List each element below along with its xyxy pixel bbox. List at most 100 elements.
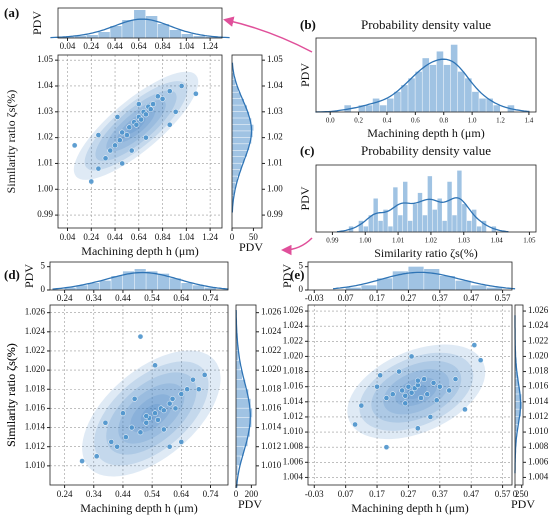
histogram-bar <box>236 437 248 447</box>
axis-label: Similarity ratio ζs(%) <box>374 246 478 260</box>
histogram-bar <box>412 204 418 232</box>
density-curve <box>52 271 229 290</box>
histogram-bar <box>401 85 408 112</box>
histogram-bar <box>408 266 424 290</box>
x-tick-label: 1.04 <box>178 41 194 51</box>
histogram-bar <box>236 341 238 351</box>
x-tick-label: 0.44 <box>115 489 131 499</box>
scatter-point <box>154 93 161 100</box>
histogram-bar <box>379 105 387 112</box>
plot-frame <box>49 304 229 486</box>
x-tick-label: 250 <box>515 489 529 499</box>
histogram-bar <box>393 187 398 232</box>
scatter-point <box>172 405 179 412</box>
y-tick-label: 0 <box>299 284 304 294</box>
histogram-bar <box>388 226 393 232</box>
y-tick-label: 1.018 <box>25 383 46 393</box>
scatter-point <box>126 124 133 131</box>
histogram-bar <box>398 215 403 232</box>
scatter-point <box>471 342 478 348</box>
x-tick-label: 0.74 <box>203 293 219 303</box>
histogram-bar <box>232 73 234 80</box>
axis-label: Machining depth h (μm) <box>367 126 484 140</box>
scatter-point <box>418 395 424 401</box>
histogram-bar <box>422 215 428 232</box>
histogram-bar <box>377 278 393 290</box>
histogram-bar <box>236 417 252 428</box>
chart-title: Probability density value <box>361 143 491 158</box>
y-tick-label: 1.026 <box>261 307 282 317</box>
x-tick-label: 0.74 <box>203 489 219 499</box>
histogram-bar <box>74 36 87 38</box>
scatter-point <box>152 410 158 417</box>
histogram-bar <box>515 424 518 432</box>
histogram-bar <box>169 278 181 290</box>
scatter-point <box>160 407 167 414</box>
histogram-bar <box>236 370 243 380</box>
histogram-bar <box>169 30 182 38</box>
histogram-bar <box>361 285 377 290</box>
x-tick-label: 0.57 <box>495 489 511 499</box>
histogram-bar <box>181 283 193 290</box>
y-tick-label: 1.00 <box>37 183 53 193</box>
scatter-point <box>421 376 427 382</box>
x-tick-label: 0.24 <box>83 41 99 51</box>
scatter-point <box>424 391 431 398</box>
scatter-point <box>446 387 453 394</box>
histogram-bar <box>122 271 135 290</box>
scatter-point <box>159 96 166 102</box>
scatter-point <box>112 142 118 149</box>
y-tick-label: 1.02 <box>37 132 53 142</box>
x-tick-label: 0.4 <box>383 117 392 125</box>
axis-label: PDV <box>238 497 262 511</box>
scatter-point <box>408 389 415 396</box>
histogram-bar <box>452 215 457 232</box>
density-contour <box>94 361 209 466</box>
histogram-bar <box>236 465 238 475</box>
scatter-point <box>462 406 468 413</box>
scatter-point <box>166 443 173 450</box>
density-curve <box>315 58 530 113</box>
y-tick-label: 1.012 <box>25 441 45 451</box>
scatter-point <box>383 395 390 401</box>
scatter-point <box>178 391 185 397</box>
y-tick-label: 1.010 <box>283 426 304 436</box>
y-tick-label: 1.010 <box>25 460 46 470</box>
histogram-bar <box>232 137 252 144</box>
histogram-bar <box>232 85 238 92</box>
plot-frame <box>231 54 263 229</box>
scatter-point <box>114 443 120 450</box>
scatter-point <box>155 417 161 423</box>
histogram-bar <box>417 192 423 232</box>
x-tick-label: 0.17 <box>369 293 385 303</box>
y-tick-label: 1.03 <box>267 106 283 116</box>
axis-label: PDV <box>298 63 312 87</box>
density-contour <box>130 394 173 433</box>
histogram-bar <box>363 226 369 232</box>
x-tick-label: 0.44 <box>115 293 131 303</box>
x-tick-label: 0.07 <box>338 489 354 499</box>
y-tick-label: 1.012 <box>261 441 281 451</box>
histogram-bar <box>236 379 246 389</box>
y-tick-label: 1.018 <box>528 366 549 376</box>
y-tick-label: 1.00 <box>267 183 283 193</box>
scatter-point <box>88 178 95 185</box>
y-tick-label: 1.008 <box>528 441 549 451</box>
scatter-point <box>193 90 199 97</box>
y-tick-label: 1.022 <box>261 345 281 355</box>
scatter-point <box>405 383 412 390</box>
histogram-bar <box>236 350 239 361</box>
histogram-bar <box>515 394 522 402</box>
y-tick-label: 1.010 <box>528 426 549 436</box>
histogram-bar <box>205 37 217 38</box>
x-tick-label: 0.57 <box>495 293 511 303</box>
x-tick-label: 0.07 <box>338 293 354 303</box>
histogram-bar <box>122 20 134 38</box>
histogram-bar <box>232 105 247 112</box>
scatter-point <box>93 453 100 460</box>
axis-label: PDV <box>511 497 535 511</box>
y-tick-label: 1.020 <box>25 364 46 374</box>
y-tick-label: 1.03 <box>37 106 53 116</box>
scatter-point <box>190 376 196 383</box>
histogram-bar <box>471 285 487 290</box>
